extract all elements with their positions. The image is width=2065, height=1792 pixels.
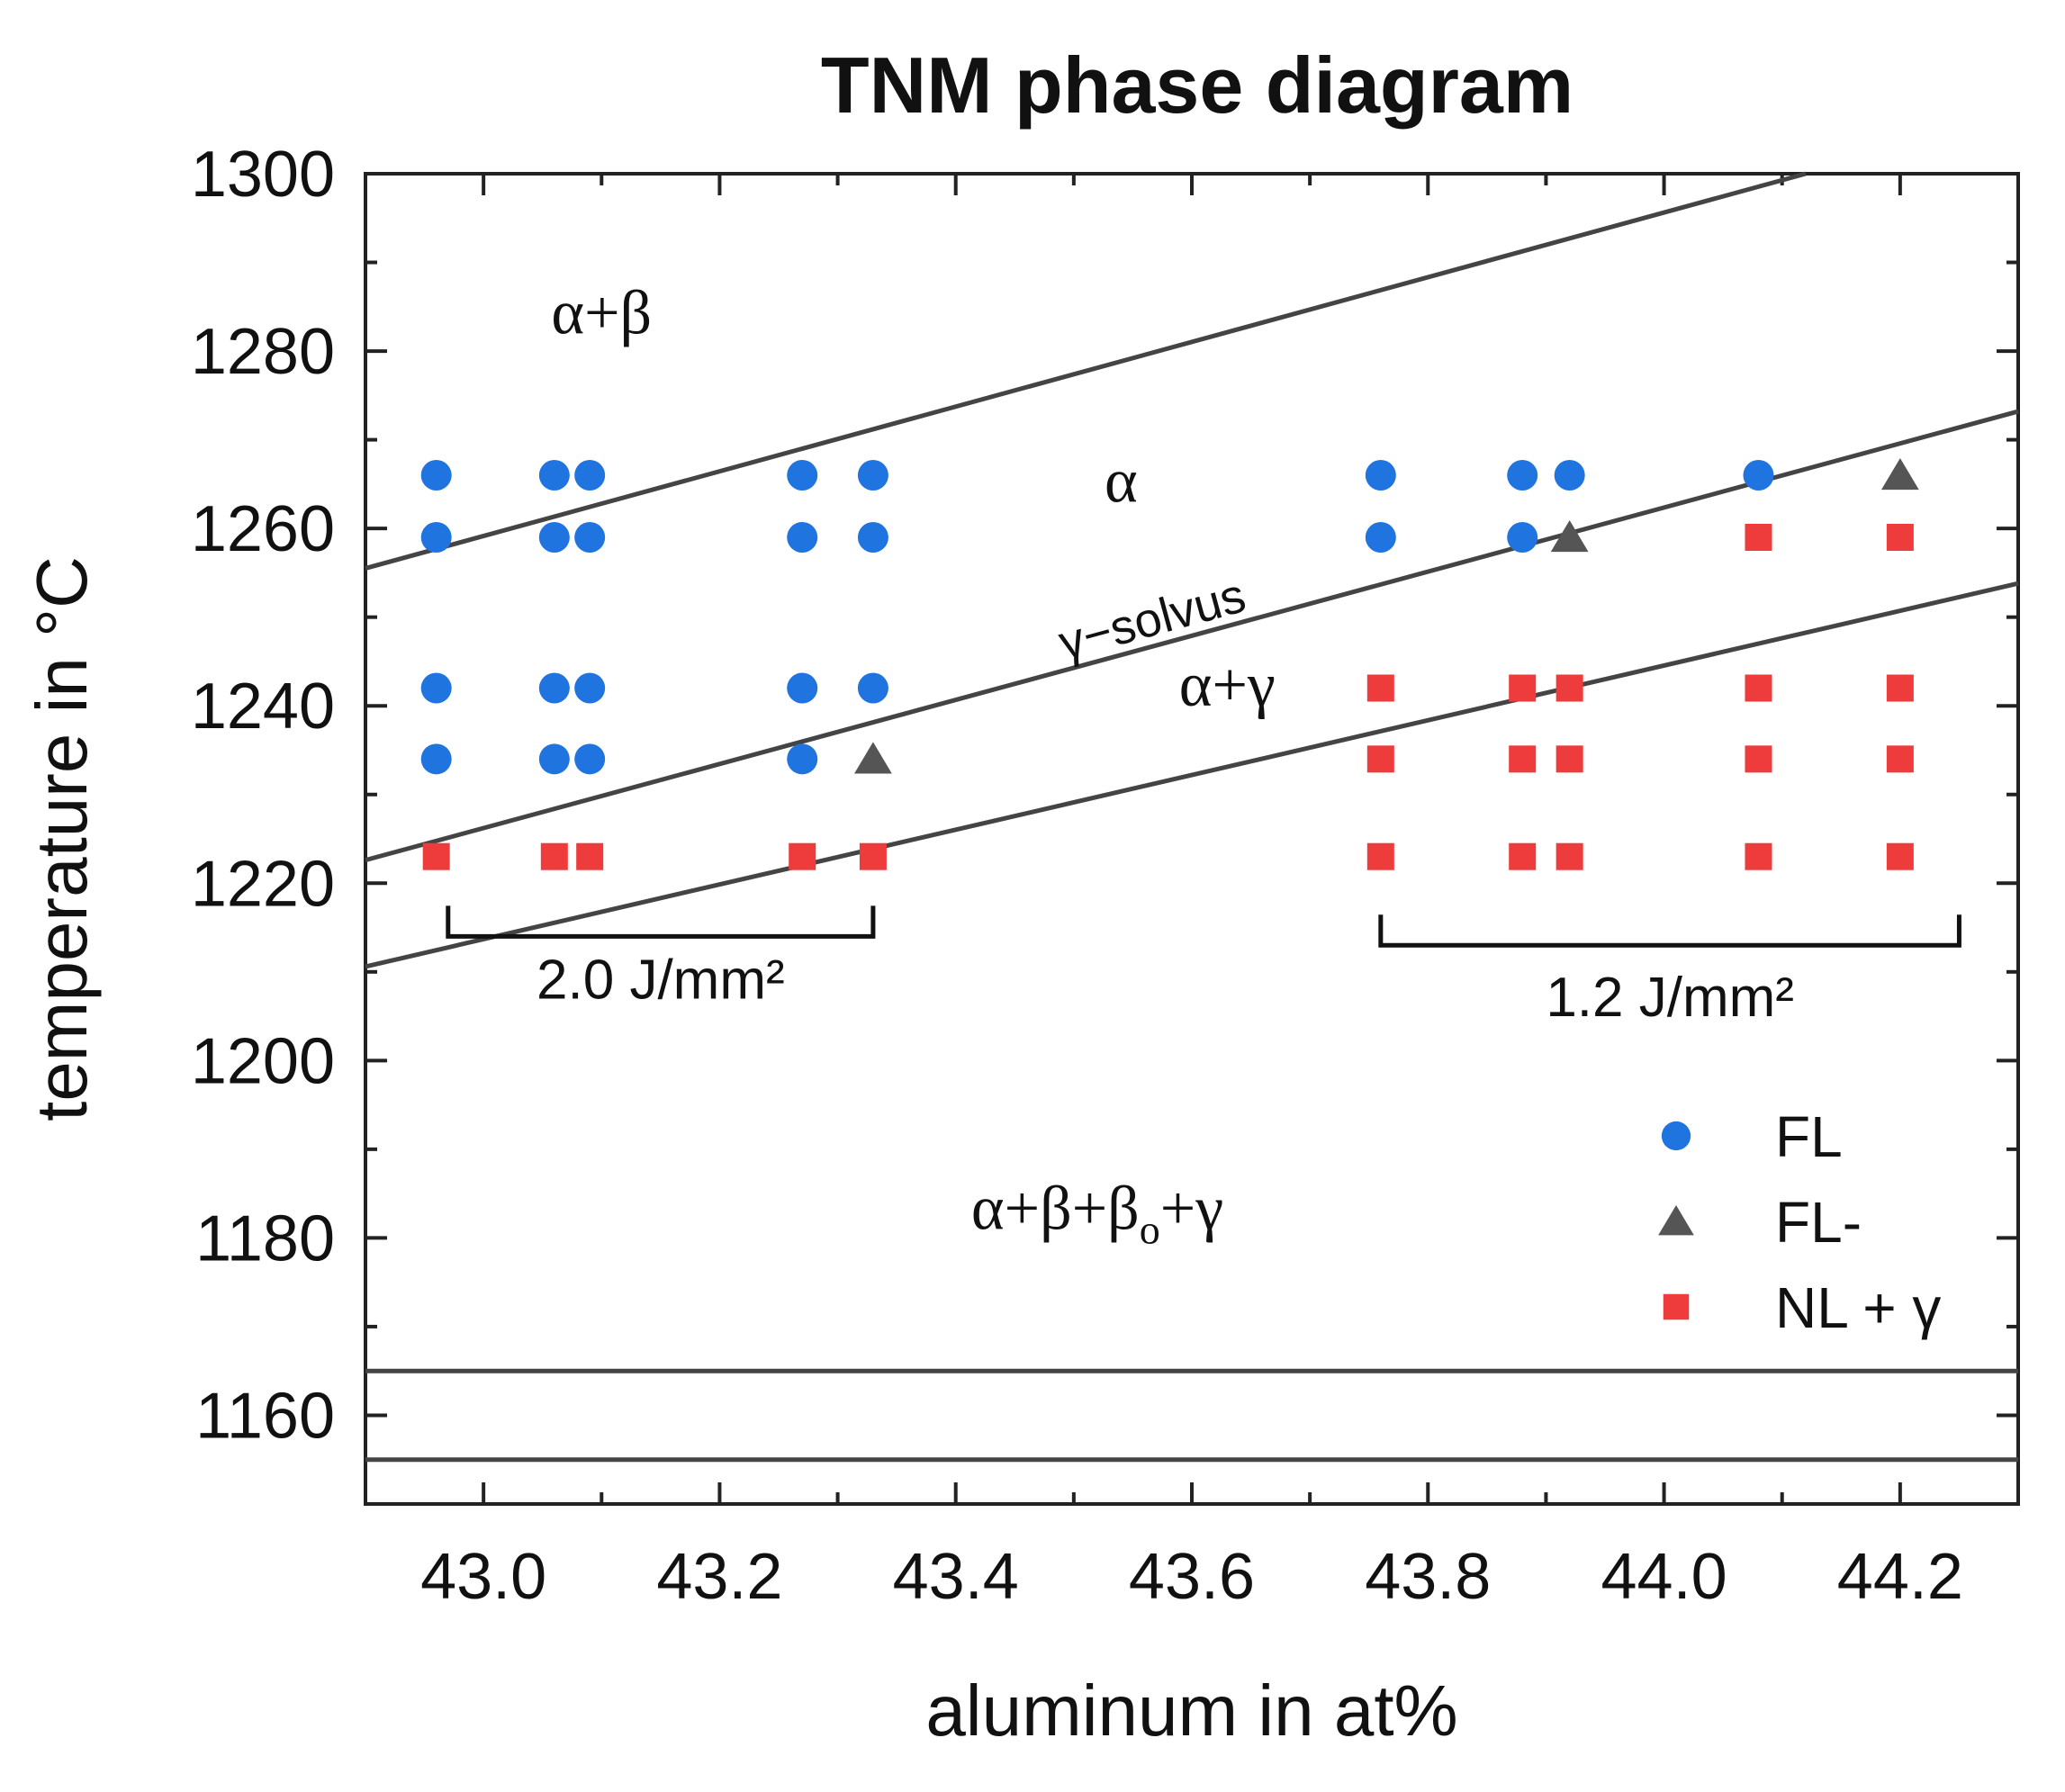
y-tick-label: 1160: [195, 1380, 335, 1452]
point-circle: [538, 743, 570, 775]
point-circle: [574, 460, 606, 491]
point-square: [1509, 745, 1537, 773]
point-circle: [574, 743, 606, 775]
x-tick-label: 43.4: [893, 1541, 1019, 1613]
point-square: [422, 842, 450, 870]
y-tick-label: 1180: [195, 1202, 335, 1274]
point-circle: [787, 460, 818, 491]
y-tick-label: 1200: [191, 1025, 335, 1097]
point-triangle: [1880, 458, 1919, 491]
bracket-energy-2.0: [446, 905, 876, 939]
x-tick-label: 43.2: [656, 1541, 782, 1613]
bracket-label-energy-2.0: 2.0 J/mm²: [537, 949, 785, 1011]
point-square: [1745, 674, 1772, 702]
point-square: [576, 842, 604, 870]
region-label-alpha-beta: α+β: [551, 278, 652, 347]
point-square: [1556, 674, 1583, 702]
tick-marks: [364, 172, 2018, 1504]
point-square: [1509, 674, 1537, 702]
x-tick-label: 43.0: [420, 1541, 546, 1613]
point-square: [1886, 523, 1914, 551]
point-circle: [420, 460, 452, 491]
x-tick-label: 44.2: [1837, 1541, 1963, 1613]
energy-brackets: 2.0 J/mm² 1.2 J/mm²: [446, 905, 1961, 1029]
point-square: [1509, 842, 1537, 870]
y-tick-label: 1280: [191, 316, 335, 388]
legend-marker-circle: [1661, 1121, 1691, 1151]
point-circle: [420, 672, 452, 704]
region-label-alpha-beta-beta0-gamma: α+β+βo+γ: [971, 1175, 1223, 1253]
point-square: [1745, 523, 1772, 551]
point-circle: [574, 672, 606, 704]
point-square: [789, 842, 816, 870]
plot-frame: [364, 172, 2020, 1506]
point-circle: [1507, 460, 1538, 491]
point-circle: [420, 521, 452, 553]
legend-label: FL: [1775, 1104, 1843, 1169]
point-square: [540, 842, 568, 870]
point-circle: [787, 672, 818, 704]
legend-label: FL-: [1775, 1190, 1862, 1255]
x-axis-label: aluminum in at%: [925, 1670, 1457, 1751]
x-tick-label: 43.8: [1365, 1541, 1491, 1613]
point-square: [1886, 745, 1914, 773]
point-square: [1745, 745, 1772, 773]
point-circle: [857, 460, 888, 491]
legend: FL FL- NL + γ: [1658, 1104, 1941, 1340]
point-square: [1366, 842, 1394, 870]
y-axis-label: temperature in °C: [22, 556, 102, 1121]
point-circle: [857, 672, 888, 704]
point-square: [1556, 745, 1583, 773]
point-square: [1366, 674, 1394, 702]
point-circle: [1743, 460, 1774, 491]
point-circle: [538, 521, 570, 553]
point-circle: [538, 672, 570, 704]
y-tick-label: 1240: [191, 671, 335, 743]
region-label-alpha: α: [1105, 447, 1138, 517]
point-square: [1366, 745, 1394, 773]
region-label-alpha-gamma: α+γ: [1179, 651, 1276, 720]
phase-boundary-lines: [365, 171, 2019, 1463]
point-circle: [1554, 460, 1585, 491]
point-triangle: [1550, 519, 1589, 553]
point-square: [1745, 842, 1772, 870]
phase-line-alpha-beta-boundary: [365, 171, 1807, 571]
y-tick-label: 1220: [191, 848, 335, 920]
phase-line-alpha-gamma-lower-boundary: [365, 581, 2019, 969]
point-circle: [538, 460, 570, 491]
point-circle: [420, 743, 452, 775]
point-circle: [1365, 460, 1396, 491]
y-tick-label: 1300: [191, 139, 335, 211]
x-tick-label: 43.6: [1129, 1541, 1255, 1613]
point-circle: [574, 521, 606, 553]
point-square: [1556, 842, 1583, 870]
phase-line-gamma-solvus: [365, 409, 2019, 863]
point-triangle: [854, 742, 892, 774]
legend-marker-square: [1663, 1293, 1690, 1320]
point-circle: [787, 521, 818, 553]
point-square: [859, 842, 887, 870]
point-circle: [787, 743, 818, 775]
x-tick-label: 44.0: [1601, 1541, 1727, 1613]
data-points: [420, 458, 1919, 870]
point-circle: [1365, 521, 1396, 553]
bracket-energy-1.2: [1378, 914, 1961, 948]
point-square: [1886, 674, 1914, 702]
point-circle: [857, 521, 888, 553]
chart-title: TNM phase diagram: [821, 41, 1574, 130]
point-square: [1886, 842, 1914, 870]
legend-marker-triangle: [1658, 1204, 1694, 1236]
point-circle: [1507, 521, 1538, 553]
tick-labels: 43.0 43.2 43.4 43.6 43.8 44.0 44.2 1160 1180 1200…: [191, 139, 1963, 1613]
legend-label: NL + γ: [1775, 1275, 1941, 1340]
bracket-label-energy-1.2: 1.2 J/mm²: [1546, 967, 1794, 1029]
y-tick-label: 1260: [191, 493, 335, 565]
